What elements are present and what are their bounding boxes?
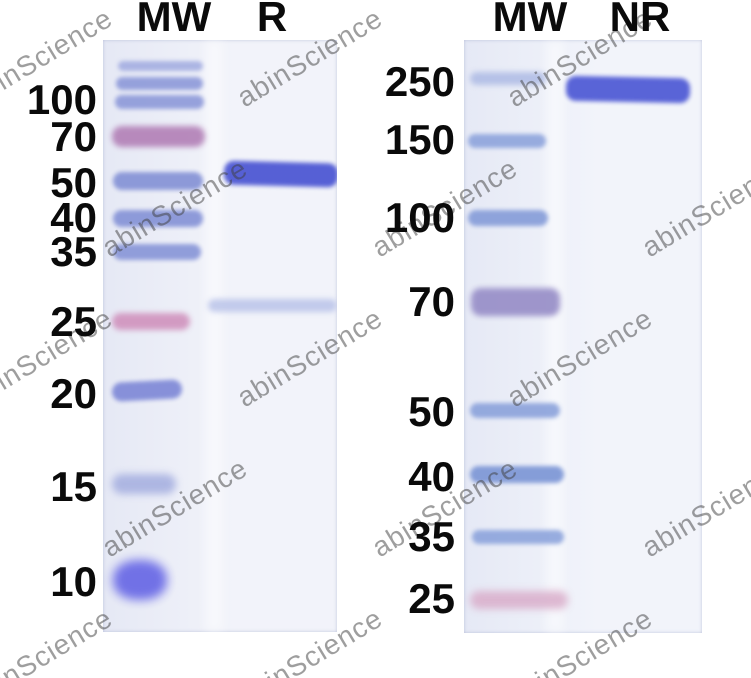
- reduced-marker-band-50: [113, 172, 203, 190]
- mw-label-reduced-50: 50: [50, 159, 97, 206]
- lane-divider: [205, 40, 223, 632]
- non-reduced-marker-band-70: [471, 288, 560, 316]
- mw-label-non-reduced-50: 50: [408, 388, 455, 435]
- watermark-text: abinScience: [0, 602, 118, 678]
- gel-panel-non-reduced: [464, 40, 702, 633]
- mw-label-reduced-15: 15: [50, 463, 97, 510]
- reduced-sample-band-27kda: [208, 299, 337, 312]
- mw-label-non-reduced-100: 100: [384, 194, 455, 241]
- non-reduced-marker-band-250: [470, 72, 546, 85]
- lane-header-non-reduced-nr: NR: [609, 0, 671, 40]
- reduced-marker-band-10: [113, 560, 167, 600]
- non-reduced-marker-band-50: [470, 403, 560, 418]
- mw-label-non-reduced-35: 35: [408, 513, 455, 560]
- mw-label-reduced-10: 10: [50, 558, 97, 605]
- reduced-marker-band-top-b: [116, 77, 203, 90]
- reduced-marker-band-70: [112, 126, 205, 147]
- reduced-marker-band-35: [113, 244, 201, 260]
- reduced-marker-band-top-a: [118, 61, 203, 71]
- lane-header-reduced-mw: MW: [136, 0, 212, 40]
- non-reduced-marker-band-150: [468, 134, 546, 148]
- non-reduced-marker-band-25: [470, 591, 568, 609]
- non-reduced-marker-band-100: [468, 210, 548, 226]
- mw-label-non-reduced-70: 70: [408, 278, 455, 325]
- gel-panel-reduced: [103, 40, 337, 632]
- mw-label-non-reduced-150: 150: [384, 116, 455, 163]
- mw-label-non-reduced-25: 25: [408, 575, 455, 622]
- lane-header-reduced-r: R: [256, 0, 288, 40]
- mw-label-non-reduced-40: 40: [408, 453, 455, 500]
- mw-label-reduced-100: 100: [26, 76, 97, 123]
- mw-label-reduced-40: 40: [50, 194, 97, 241]
- reduced-marker-band-20: [111, 379, 183, 402]
- non-reduced-marker-band-40: [470, 466, 564, 483]
- reduced-marker-band-100: [115, 95, 204, 109]
- mw-label-reduced-70: 70: [50, 113, 97, 160]
- mw-label-reduced-25: 25: [50, 298, 97, 345]
- non-reduced-sample-band-230kda: [565, 75, 691, 104]
- mw-label-reduced-20: 20: [50, 370, 97, 417]
- reduced-marker-band-15: [112, 474, 176, 494]
- mw-label-non-reduced-250: 250: [384, 58, 455, 105]
- reduced-marker-band-40: [113, 210, 203, 227]
- lane-header-non-reduced-mw: MW: [492, 0, 568, 40]
- mw-label-reduced-35: 35: [50, 228, 97, 275]
- non-reduced-marker-band-35: [472, 530, 564, 544]
- lane-divider: [546, 40, 564, 633]
- reduced-marker-band-25: [112, 313, 190, 330]
